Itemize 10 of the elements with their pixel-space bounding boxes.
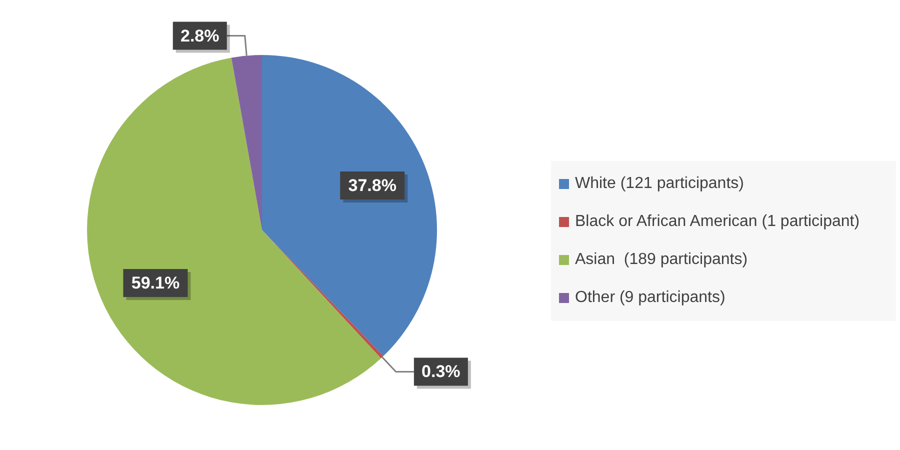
- data-label: 37.8%: [348, 176, 396, 195]
- data-label: 59.1%: [131, 274, 180, 293]
- pie-slice: [231, 55, 262, 230]
- legend-label: White (121 participants): [575, 175, 744, 193]
- data-label: 2.8%: [180, 26, 220, 46]
- data-label: 0.3%: [422, 362, 460, 382]
- pie-slice: [262, 55, 437, 356]
- legend-label: Other (9 participants): [575, 289, 726, 307]
- legend-label: Black or African American (1 participant): [575, 213, 860, 231]
- legend-label: Asian (189 participants): [575, 251, 748, 269]
